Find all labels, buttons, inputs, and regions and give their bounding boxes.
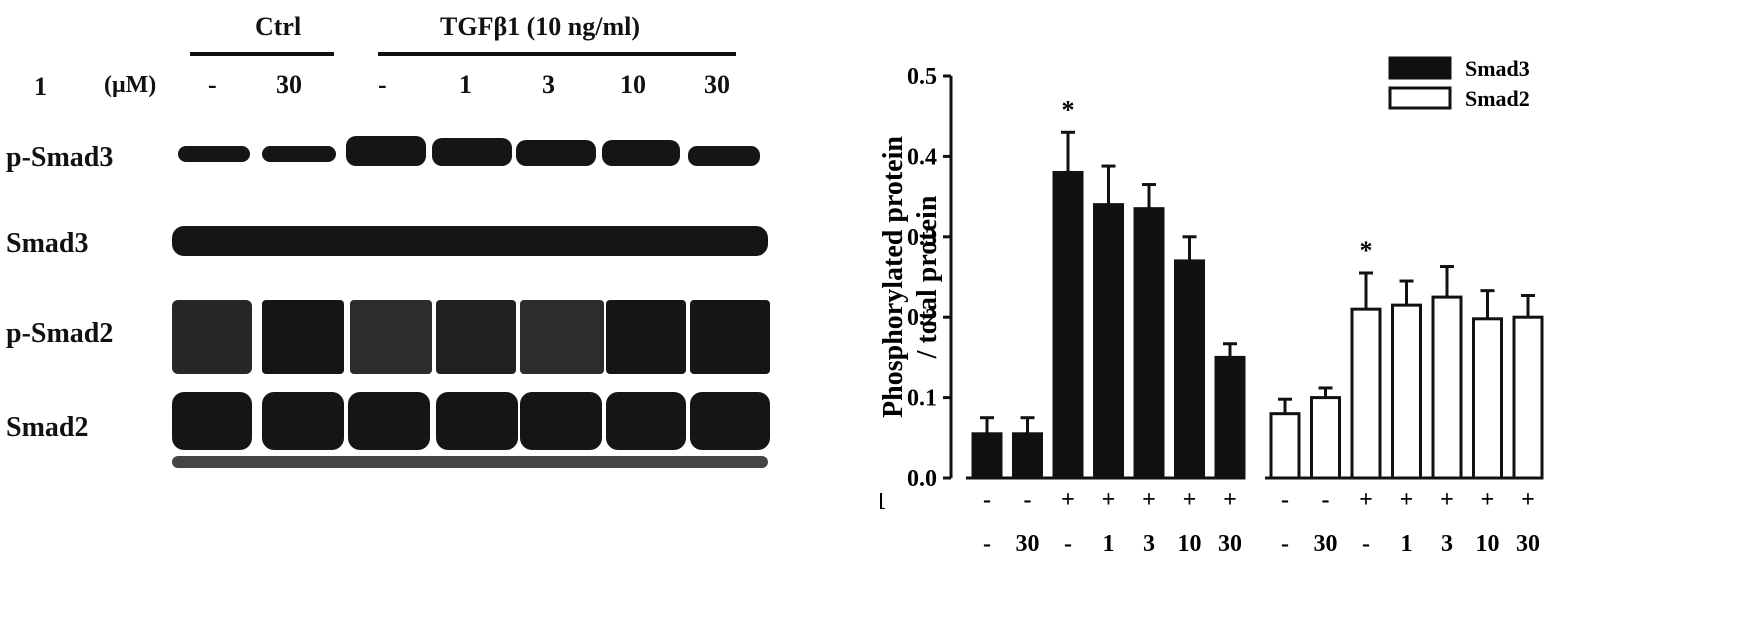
tgf-row-value: +: [1521, 487, 1535, 513]
dose-row-value: 3: [1143, 531, 1155, 557]
bar: [1512, 315, 1544, 480]
bar: [1310, 396, 1341, 480]
significance-marker: *: [1360, 236, 1373, 265]
blot-band: [262, 300, 344, 374]
legend-swatch: [1388, 56, 1452, 80]
blot-band: [262, 146, 336, 162]
dose-row-value: 1: [1401, 531, 1413, 557]
blot-band: [350, 300, 432, 374]
y-tick-label: 0.3: [907, 225, 937, 251]
blot-band: [348, 392, 430, 450]
blot-band: [172, 226, 768, 256]
dose-label: 1: [34, 72, 47, 101]
bar: [971, 432, 1003, 480]
bar: [1269, 412, 1301, 480]
y-axis-label: Phosphorylated protein / total protein: [880, 136, 943, 418]
blot-band: [688, 146, 760, 166]
dose-row-value: 30: [1516, 531, 1540, 557]
row-label-p-smad2: p-Smad2: [6, 318, 114, 349]
y-tick-label: 0.2: [907, 305, 937, 331]
tgf-row-value: +: [1400, 487, 1414, 513]
ctrl-header: Ctrl: [255, 12, 302, 41]
legend-label: Smad3: [1465, 56, 1530, 81]
y-tick-label: 0.5: [907, 64, 937, 90]
blot-band: [520, 300, 604, 374]
blot-band: [178, 146, 250, 162]
tgf-row-value: +: [1142, 487, 1156, 513]
bar-chart: 0.0 0.1 0.2 0.3 0.4 0.5 Phosphorylated protein…: [880, 56, 1544, 557]
y-tick-label: 0.4: [907, 144, 937, 170]
blot-band: [172, 300, 252, 374]
tgf-row-value: -: [1322, 487, 1330, 513]
blot-band: [432, 138, 512, 166]
bar: [1052, 170, 1084, 480]
row-label-tgf: TGFβ1: [880, 489, 886, 515]
lane-dose: 3: [542, 70, 555, 99]
row-label-smad2: Smad2: [6, 412, 89, 443]
tgf-row-value: -: [1281, 487, 1289, 513]
tgf-row-value: -: [1024, 487, 1032, 513]
bar: [1133, 207, 1165, 480]
tgf-header-rule: [378, 52, 736, 56]
dose-row-value: -: [1362, 531, 1370, 557]
blot-band: [602, 140, 680, 166]
row-label-p-smad3: p-Smad3: [6, 142, 114, 173]
bar: [1214, 355, 1246, 480]
blot-band: [436, 300, 516, 374]
lane-dose: 10: [620, 70, 646, 99]
blot-band: [172, 392, 252, 450]
legend-label: Smad2: [1465, 86, 1530, 111]
tgf-row-value: +: [1359, 487, 1373, 513]
tgf-row-value: +: [1223, 487, 1237, 513]
dose-row-value: 3: [1441, 531, 1453, 557]
legend-swatch: [1388, 86, 1452, 110]
bar: [1391, 303, 1422, 480]
dose-row-value: 30: [1016, 531, 1040, 557]
y-tick-label: 0.1: [907, 386, 937, 412]
lane-dose: 30: [704, 70, 730, 99]
bar: [1093, 203, 1124, 480]
blot-band: [690, 300, 770, 374]
blot-band: [690, 392, 770, 450]
blot-band: [516, 140, 596, 166]
dose-row-value: 30: [1218, 531, 1242, 557]
blot-band: [436, 392, 518, 450]
dose-row-value: 1: [1103, 531, 1115, 557]
lane-dose: -: [208, 70, 217, 99]
bar: [1472, 317, 1503, 480]
blot-band: [606, 392, 686, 450]
tgf-row-value: +: [1183, 487, 1197, 513]
lane-dose: 30: [276, 70, 302, 99]
tgf-row-value: +: [1061, 487, 1075, 513]
dose-row-value: -: [983, 531, 991, 557]
dose-row-value: 30: [1314, 531, 1338, 557]
bar: [1012, 432, 1043, 480]
tgf-row-value: +: [1102, 487, 1116, 513]
blot-band: [262, 392, 344, 450]
tgf-row-value: -: [983, 487, 991, 513]
tgf-row-value: +: [1481, 487, 1495, 513]
lane-dose: -: [378, 70, 387, 99]
dose-row-value: 10: [1178, 531, 1202, 557]
ctrl-header-rule: [190, 52, 334, 56]
significance-marker: *: [1062, 95, 1075, 124]
dose-row-value: 10: [1476, 531, 1500, 557]
row-label-smad3: Smad3: [6, 228, 89, 259]
dose-unit: (μM): [104, 72, 157, 98]
tgf-header: TGFβ1 (10 ng/ml): [440, 12, 641, 41]
blot-band: [520, 392, 602, 450]
dose-row-value: -: [1064, 531, 1072, 557]
dose-row-value: -: [1281, 531, 1289, 557]
blot-band: [346, 136, 426, 166]
bar: [1350, 307, 1382, 480]
blot-band: [172, 456, 768, 468]
y-tick-label: 0.0: [907, 466, 937, 492]
lane-dose: 1: [459, 70, 472, 99]
blot-band: [606, 300, 686, 374]
bar: [1174, 259, 1205, 480]
tgf-row-value: +: [1440, 487, 1454, 513]
bar: [1431, 295, 1463, 480]
